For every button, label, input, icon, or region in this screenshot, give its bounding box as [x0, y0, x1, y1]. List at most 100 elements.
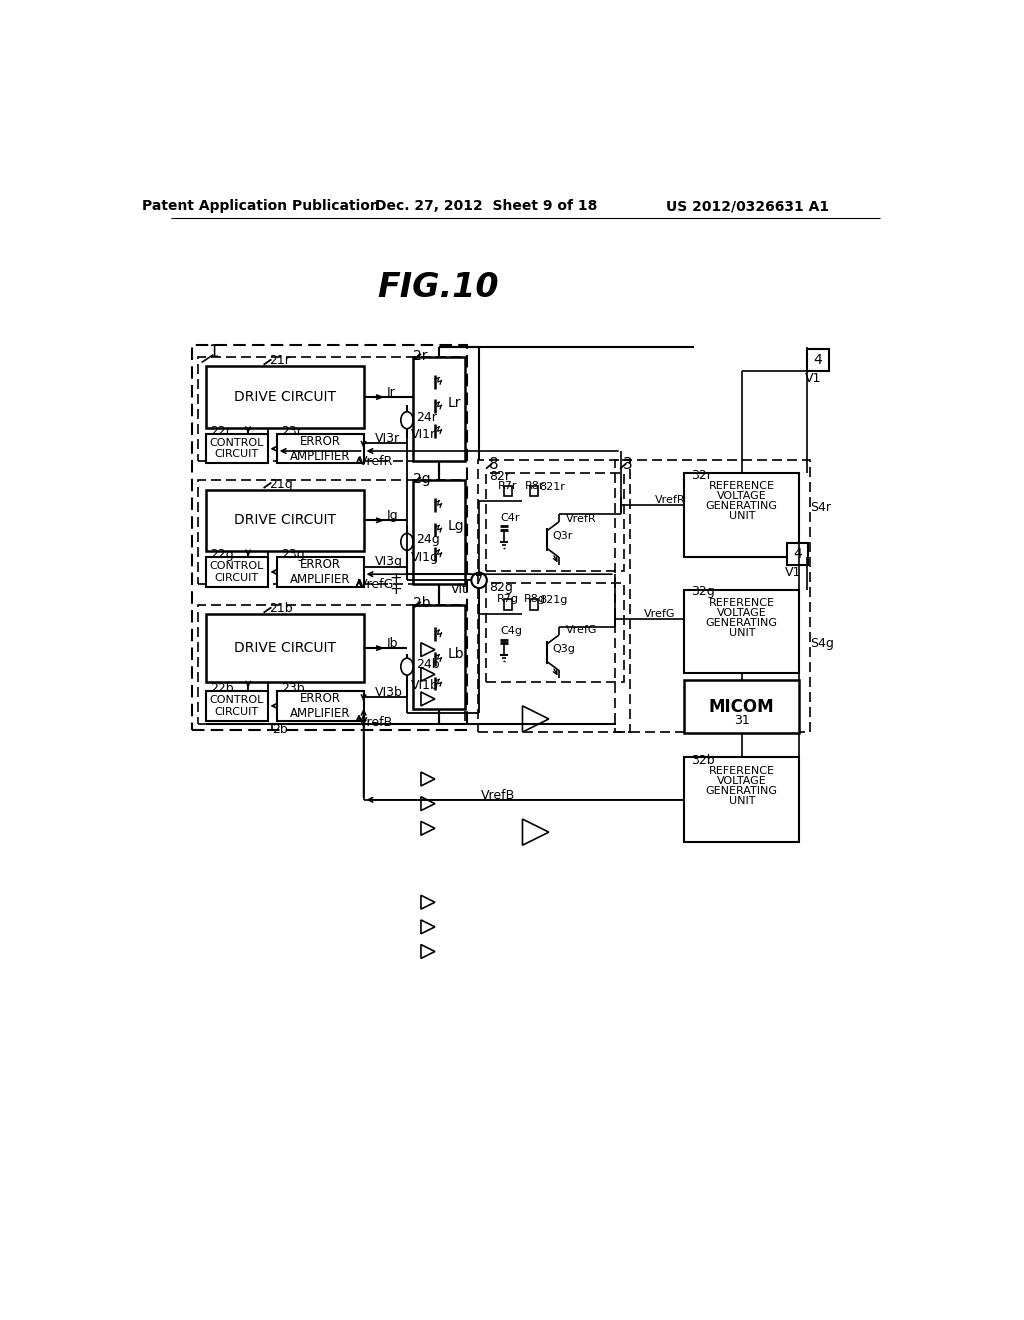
Text: FIG.10: FIG.10 — [377, 272, 499, 305]
Bar — [486, 473, 624, 572]
Text: UNIT: UNIT — [728, 628, 755, 638]
Bar — [684, 681, 799, 733]
Text: R7g: R7g — [497, 594, 519, 603]
Bar — [504, 599, 512, 610]
Text: C4g: C4g — [500, 626, 522, 636]
Bar — [206, 367, 365, 428]
Text: VrefG: VrefG — [566, 624, 597, 635]
Bar — [414, 480, 465, 585]
Text: REFERENCE: REFERENCE — [709, 598, 775, 607]
Text: 8: 8 — [489, 457, 499, 473]
Text: 21g: 21g — [269, 478, 293, 491]
Text: GENERATING: GENERATING — [706, 500, 778, 511]
Text: R7r: R7r — [498, 480, 517, 491]
Text: CONTROL
CIRCUIT: CONTROL CIRCUIT — [209, 438, 264, 459]
Bar — [684, 758, 799, 842]
Text: MICOM: MICOM — [709, 698, 774, 715]
Bar — [414, 356, 465, 461]
Text: VrefR: VrefR — [655, 495, 686, 506]
Text: REFERENCE: REFERENCE — [709, 480, 775, 491]
Bar — [276, 434, 364, 463]
Text: S4g: S4g — [810, 638, 834, 649]
Bar — [276, 692, 364, 721]
Text: 32r: 32r — [690, 469, 712, 482]
Text: Ig: Ig — [387, 510, 398, 523]
Text: 22b: 22b — [210, 682, 233, 696]
Text: VrefR: VrefR — [359, 454, 393, 467]
Bar — [614, 461, 810, 733]
Text: 2b: 2b — [272, 723, 288, 737]
Text: 82r: 82r — [489, 470, 510, 483]
Text: 32b: 32b — [690, 754, 715, 767]
Text: Q3r: Q3r — [552, 531, 572, 541]
Text: REFERENCE: REFERENCE — [709, 766, 775, 776]
Bar — [478, 461, 630, 733]
Bar — [486, 583, 624, 682]
Text: VrefB: VrefB — [480, 788, 515, 801]
Bar — [807, 350, 828, 371]
Text: VI3b: VI3b — [375, 685, 402, 698]
Text: 3: 3 — [623, 457, 632, 473]
Text: 2b: 2b — [414, 597, 431, 610]
Text: ERROR
AMPLIFIER: ERROR AMPLIFIER — [290, 692, 350, 719]
Text: Ir: Ir — [387, 385, 395, 399]
Text: 23g: 23g — [282, 548, 305, 561]
Text: R8g: R8g — [524, 594, 546, 603]
Bar — [684, 473, 799, 557]
Text: 1: 1 — [208, 343, 218, 362]
Text: VI1g: VI1g — [411, 550, 439, 564]
Text: VrefR: VrefR — [566, 513, 597, 524]
Text: VI1r: VI1r — [411, 428, 436, 441]
Text: +: + — [390, 582, 402, 597]
Bar — [414, 605, 465, 709]
Text: 22g: 22g — [210, 548, 233, 561]
Text: ERROR
AMPLIFIER: ERROR AMPLIFIER — [290, 558, 350, 586]
Text: 23b: 23b — [282, 682, 305, 696]
Text: V1: V1 — [785, 566, 802, 579]
Text: S4r: S4r — [810, 502, 831, 515]
Text: Ib: Ib — [387, 638, 398, 649]
Text: GENERATING: GENERATING — [706, 618, 778, 628]
Text: UNIT: UNIT — [728, 511, 755, 520]
Bar — [684, 590, 799, 673]
Text: 32g: 32g — [690, 585, 715, 598]
Text: GENERATING: GENERATING — [706, 785, 778, 796]
Text: 2g: 2g — [414, 471, 431, 486]
Bar — [206, 434, 267, 463]
Text: DRIVE CIRCUIT: DRIVE CIRCUIT — [233, 642, 336, 655]
Bar — [198, 605, 465, 725]
Text: UNIT: UNIT — [728, 796, 755, 805]
Circle shape — [471, 573, 486, 589]
Text: VrefG: VrefG — [644, 610, 676, 619]
Ellipse shape — [400, 412, 414, 429]
Text: 82g: 82g — [489, 581, 513, 594]
Text: US 2012/0326631 A1: US 2012/0326631 A1 — [667, 199, 829, 213]
Bar — [786, 544, 809, 565]
Text: 24r: 24r — [417, 412, 437, 425]
Text: VI3g: VI3g — [375, 556, 402, 569]
Text: VI3r: VI3r — [375, 432, 399, 445]
Text: 24b: 24b — [417, 657, 440, 671]
Text: V1: V1 — [805, 372, 821, 385]
Bar — [530, 599, 538, 610]
Text: ERROR
AMPLIFIER: ERROR AMPLIFIER — [290, 434, 350, 463]
Bar — [530, 486, 538, 496]
Bar — [206, 614, 365, 682]
Text: VOLTAGE: VOLTAGE — [717, 607, 767, 618]
Text: Lg: Lg — [449, 520, 465, 533]
Text: 7: 7 — [475, 574, 483, 587]
Text: DRIVE CIRCUIT: DRIVE CIRCUIT — [233, 513, 336, 527]
Text: 21r: 21r — [269, 354, 290, 367]
Text: VOLTAGE: VOLTAGE — [717, 491, 767, 500]
Text: 4: 4 — [813, 354, 822, 367]
Bar — [198, 356, 465, 461]
Text: VOLTAGE: VOLTAGE — [717, 776, 767, 785]
Text: DRIVE CIRCUIT: DRIVE CIRCUIT — [233, 391, 336, 404]
Text: 2r: 2r — [414, 348, 428, 363]
Bar — [504, 486, 512, 496]
Text: Patent Application Publication: Patent Application Publication — [142, 199, 380, 213]
Text: 31: 31 — [734, 714, 750, 727]
Bar — [206, 490, 365, 552]
Text: +: + — [390, 570, 402, 586]
Text: 23r: 23r — [282, 425, 302, 438]
